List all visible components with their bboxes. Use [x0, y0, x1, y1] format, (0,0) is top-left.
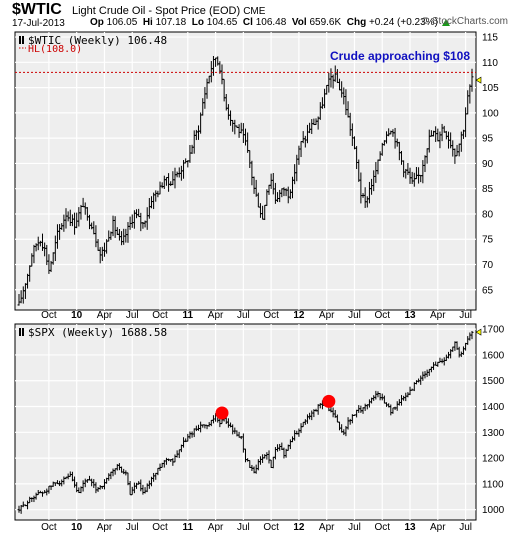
x-tick-label: 12	[293, 310, 305, 321]
quote-summary: Op 106.05 Hi 107.18 Lo 104.65 Cl 106.48 …	[90, 17, 450, 28]
wtic-bars	[17, 56, 474, 306]
x-tick-label: Jul	[237, 310, 250, 321]
quote-date: 17-Jul-2013	[12, 18, 65, 29]
legend-label: $SPX (Weekly) 1688.58	[28, 326, 167, 339]
x-tick-label: Oct	[374, 522, 390, 533]
spx-legend: $SPX (Weekly) 1688.58	[19, 326, 167, 339]
y-tick-label: 1700	[482, 325, 505, 336]
x-tick-label: 13	[404, 522, 416, 533]
x-tick-label: Jul	[126, 310, 139, 321]
last-value-marker	[475, 76, 482, 84]
y-tick-label: 65	[482, 285, 494, 296]
instrument-name: Light Crude Oil - Spot Price (EOD) CME	[72, 5, 266, 17]
x-tick-label: Oct	[41, 310, 57, 321]
spx-panel: 1000 1100 1200 1300 1400 1500 1600 1700 Oct 10 Apr…	[14, 323, 505, 533]
x-tick-label: 12	[293, 522, 305, 533]
spx-plot-bg	[14, 323, 477, 521]
x-tick-label: 13	[404, 310, 416, 321]
y-tick-label: 90	[482, 159, 494, 170]
x-tick-label: Apr	[319, 522, 335, 533]
ohlc-bar	[470, 331, 474, 340]
y-tick-label: 1200	[482, 454, 505, 465]
y-tick-label: 75	[482, 235, 494, 246]
chart-header: $WTIC Light Crude Oil - Spot Price (EOD)…	[0, 0, 520, 30]
x-tick-label: Jul	[459, 522, 472, 533]
x-tick-label: Apr	[208, 310, 224, 321]
x-tick-label: 11	[183, 310, 194, 321]
x-tick-label: Apr	[97, 522, 113, 533]
y-tick-label: 1400	[482, 402, 505, 413]
wtic-panel: 65 70 75 80 85 90 95 100 105 110 115 Oct 10 Apr Jul Oct…	[14, 31, 499, 321]
spx-bars	[17, 331, 474, 514]
annotation-label: Crude approaching $108	[330, 49, 470, 63]
x-tick-label: 10	[71, 310, 83, 321]
y-tick-label: 70	[482, 260, 494, 271]
x-tick-label: Oct	[152, 522, 168, 533]
x-tick-label: 11	[183, 522, 194, 533]
x-tick-label: Oct	[263, 522, 279, 533]
x-tick-label: Jul	[348, 310, 361, 321]
y-tick-label: 1500	[482, 376, 505, 387]
x-tick-label: Apr	[319, 310, 335, 321]
highlight-marker	[215, 406, 229, 420]
x-tick-label: Oct	[263, 310, 279, 321]
x-tick-label: Apr	[208, 522, 224, 533]
y-tick-label: 1100	[482, 479, 504, 490]
y-tick-label: 80	[482, 209, 494, 220]
symbol-title: $WTIC	[12, 1, 62, 18]
y-tick-label: 1600	[482, 350, 505, 361]
y-tick-label: 95	[482, 134, 494, 145]
y-tick-label: 100	[482, 108, 499, 119]
source-credit: © StockCharts.com	[421, 16, 508, 27]
x-tick-label: Jul	[348, 522, 361, 533]
x-tick-label: Jul	[126, 522, 139, 533]
wtic-legend: $WTIC (Weekly) 106.48	[19, 34, 167, 47]
hline-legend-label: HL(108.0)	[28, 44, 82, 55]
wtic-plot-bg	[14, 31, 477, 311]
x-tick-label: Oct	[374, 310, 390, 321]
x-tick-label: Apr	[97, 310, 113, 321]
x-tick-label: Apr	[430, 310, 446, 321]
x-tick-label: Oct	[41, 522, 57, 533]
y-tick-label: 115	[482, 33, 498, 44]
y-tick-label: 85	[482, 184, 494, 195]
highlight-marker	[322, 394, 336, 408]
x-tick-label: Apr	[430, 522, 446, 533]
x-tick-label: 10	[71, 522, 83, 533]
x-tick-label: Jul	[459, 310, 472, 321]
x-tick-label: Jul	[237, 522, 250, 533]
last-value-marker	[475, 328, 482, 336]
y-tick-label: 105	[482, 83, 499, 94]
y-tick-label: 1300	[482, 428, 505, 439]
x-tick-label: Oct	[152, 310, 168, 321]
up-arrow-icon	[441, 19, 450, 26]
y-tick-label: 1000	[482, 505, 505, 516]
legend-label: $WTIC (Weekly) 106.48	[28, 34, 167, 47]
y-tick-label: 110	[482, 58, 498, 69]
